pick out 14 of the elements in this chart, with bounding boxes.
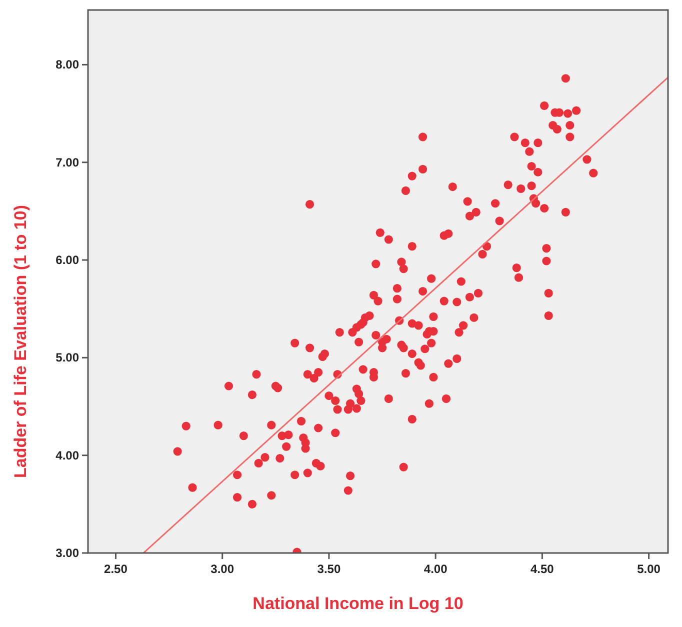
x-tick-label: 4.00: [424, 562, 448, 576]
x-tick-label: 2.50: [104, 562, 128, 576]
y-tick-label: 6.00: [56, 253, 80, 268]
x-tick-label: 5.00: [637, 562, 661, 576]
y-axis-title: Ladder of Life Evaluation (1 to 10): [11, 205, 30, 478]
x-axis-title: National Income in Log 10: [252, 594, 464, 613]
x-tick-label: 4.50: [530, 562, 554, 576]
x-tick-label: 3.50: [317, 562, 341, 576]
y-tick-label: 8.00: [56, 58, 80, 72]
y-tick-label: 5.00: [56, 350, 80, 365]
x-tick-label: 3.00: [210, 562, 234, 576]
y-tick-label: 3.00: [56, 546, 80, 560]
y-tick-label: 4.00: [56, 448, 80, 462]
y-tick-label: 7.00: [56, 155, 80, 170]
